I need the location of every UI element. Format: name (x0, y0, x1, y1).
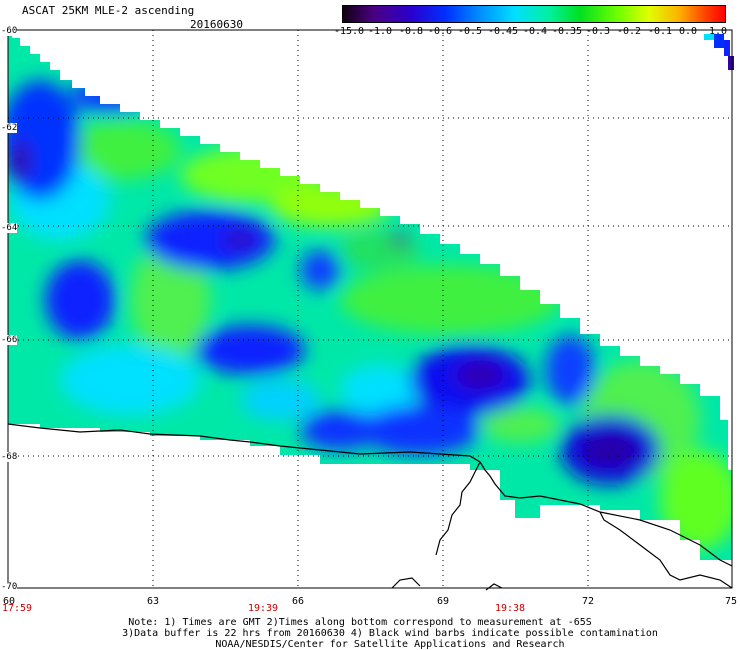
colorbar-label: -0.1 (647, 26, 673, 37)
lat-label: -68 (1, 452, 18, 462)
colorbar-label: -15.0 (333, 26, 365, 37)
colorbar-label: -0.8 (398, 26, 424, 37)
note-line-1: Note: 1) Times are GMT 2)Times along bot… (128, 617, 592, 628)
lon-label: 63 (146, 596, 160, 607)
colorbar-label: -0.6 (427, 26, 453, 37)
lat-label: -62 (1, 123, 18, 133)
coastline (7, 423, 733, 591)
colorbar-label: -0.35 (551, 26, 583, 37)
grid (8, 30, 732, 588)
lon-label: 66 (291, 596, 305, 607)
colorbar-label: -0.5 (457, 26, 483, 37)
colorbar-label: -0.45 (487, 26, 519, 37)
colorbar-label: -0.2 (616, 26, 642, 37)
lon-label: 60 (2, 596, 16, 607)
colorbar (342, 5, 726, 23)
note-line-3: NOAA/NESDIS/Center for Satellite Applica… (215, 639, 565, 650)
lon-label: 75 (724, 596, 738, 607)
corner-fragment (704, 34, 734, 70)
time-label: 19:38 (494, 603, 526, 614)
lat-label: -64 (1, 223, 18, 233)
lat-label: -60 (1, 26, 18, 36)
lon-label: 69 (436, 596, 450, 607)
time-label: 17:59 (1, 603, 33, 614)
colorbar-label: 1.0 (708, 26, 728, 37)
note-line-2: 3)Data buffer is 22 hrs from 20160630 4)… (122, 628, 658, 639)
colorbar-label: 0.0 (678, 26, 698, 37)
lat-label: -70 (1, 582, 18, 592)
lat-label: -66 (1, 335, 18, 345)
lon-label: 72 (581, 596, 595, 607)
colorbar-label: -0.3 (585, 26, 611, 37)
time-label: 19:39 (247, 603, 279, 614)
product-date: 20160630 (190, 18, 243, 31)
data-swath (8, 30, 732, 560)
colorbar-labels: -15.0 -1.0 -0.8 -0.6 -0.5 -0.45 -0.4 -0.… (330, 26, 730, 38)
map-frame (7, 29, 733, 589)
colorbar-label: -0.4 (522, 26, 548, 37)
colorbar-label: -1.0 (367, 26, 393, 37)
product-title: ASCAT 25KM MLE-2 ascending (22, 4, 195, 17)
